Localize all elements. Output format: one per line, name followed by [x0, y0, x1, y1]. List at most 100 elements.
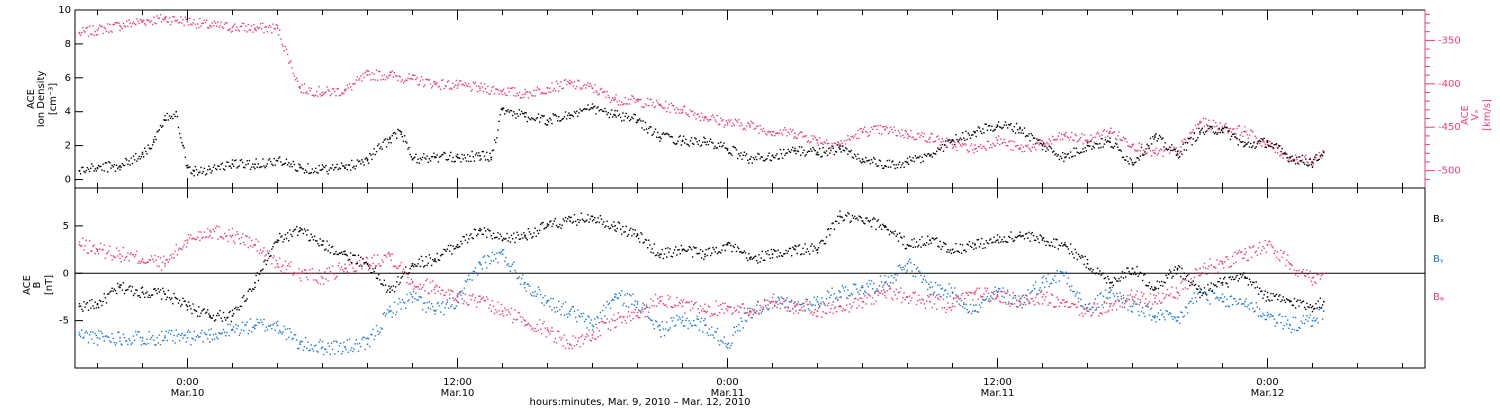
data-point — [1237, 144, 1239, 146]
data-point — [605, 306, 607, 309]
data-point — [569, 343, 571, 345]
data-point — [509, 313, 512, 315]
data-point — [1203, 133, 1206, 136]
data-point — [1206, 123, 1208, 126]
data-point — [1161, 301, 1163, 304]
data-point — [506, 264, 508, 266]
data-point — [955, 297, 957, 299]
data-point — [403, 80, 406, 83]
data-point — [108, 293, 110, 295]
data-point — [511, 263, 514, 265]
data-point — [243, 241, 245, 244]
data-point — [1227, 305, 1229, 307]
data-point — [1311, 165, 1314, 167]
data-point — [382, 78, 384, 80]
data-point — [579, 346, 581, 348]
data-point — [121, 255, 123, 257]
data-point — [374, 153, 377, 156]
data-point — [205, 333, 208, 336]
data-point — [220, 236, 222, 238]
data-point — [1141, 152, 1144, 155]
data-point — [117, 331, 119, 333]
data-point — [1013, 125, 1016, 128]
data-point — [353, 83, 355, 86]
data-point — [1083, 151, 1085, 153]
data-point — [866, 297, 868, 299]
data-point — [606, 318, 608, 320]
data-point — [1005, 303, 1008, 305]
data-point — [433, 309, 435, 312]
data-point — [191, 24, 193, 26]
data-point — [464, 82, 467, 84]
data-point — [589, 108, 591, 110]
data-point — [312, 94, 315, 97]
data-point — [1310, 280, 1313, 283]
data-point — [1294, 163, 1297, 165]
data-point — [274, 329, 276, 331]
data-point — [286, 164, 289, 166]
data-point — [145, 24, 147, 26]
data-point — [504, 92, 506, 94]
data-point — [531, 94, 533, 97]
data-point — [640, 120, 642, 122]
data-point — [131, 253, 134, 256]
data-point — [585, 336, 587, 338]
data-point — [669, 296, 671, 298]
data-point — [508, 90, 510, 93]
data-point — [229, 234, 231, 237]
data-point — [141, 291, 144, 294]
data-point — [490, 156, 493, 159]
data-point — [556, 310, 559, 312]
data-point — [164, 335, 166, 337]
data-point — [133, 22, 136, 25]
data-point — [591, 107, 594, 110]
data-point — [1173, 148, 1175, 150]
data-point — [1269, 240, 1271, 242]
top-data-points — [78, 14, 1325, 177]
data-point — [1297, 275, 1299, 278]
data-point — [1010, 302, 1012, 305]
data-point — [630, 98, 632, 101]
data-point — [1086, 140, 1089, 142]
data-point — [524, 88, 526, 91]
data-point — [311, 267, 314, 270]
data-point — [843, 150, 846, 152]
data-point — [901, 164, 903, 166]
data-point — [1114, 137, 1117, 140]
data-point — [1038, 289, 1040, 291]
data-point — [752, 122, 755, 124]
data-point — [879, 292, 882, 294]
data-point — [1183, 279, 1185, 281]
data-point — [937, 135, 939, 137]
data-point — [895, 164, 897, 166]
data-point — [474, 81, 477, 84]
data-point — [614, 225, 616, 227]
data-point — [891, 297, 893, 299]
data-point — [137, 295, 139, 297]
data-point — [112, 290, 114, 292]
data-point — [832, 147, 834, 149]
data-point — [196, 174, 199, 176]
data-point — [1053, 279, 1055, 282]
data-point — [165, 330, 167, 333]
data-point — [1081, 151, 1083, 153]
data-point — [218, 165, 220, 168]
data-point — [875, 290, 877, 293]
data-point — [229, 323, 231, 326]
data-point — [399, 301, 401, 304]
data-point — [632, 293, 634, 295]
data-point — [1199, 133, 1201, 135]
data-point — [222, 238, 225, 240]
data-point — [86, 332, 89, 334]
data-point — [619, 294, 622, 297]
data-point — [934, 140, 937, 142]
data-point — [996, 291, 999, 294]
data-point — [646, 97, 649, 100]
data-point — [714, 330, 716, 333]
data-point — [758, 312, 760, 314]
data-point — [363, 263, 365, 265]
data-point — [982, 145, 984, 148]
data-point — [1015, 305, 1018, 308]
data-point — [193, 19, 195, 21]
data-point — [501, 249, 504, 252]
